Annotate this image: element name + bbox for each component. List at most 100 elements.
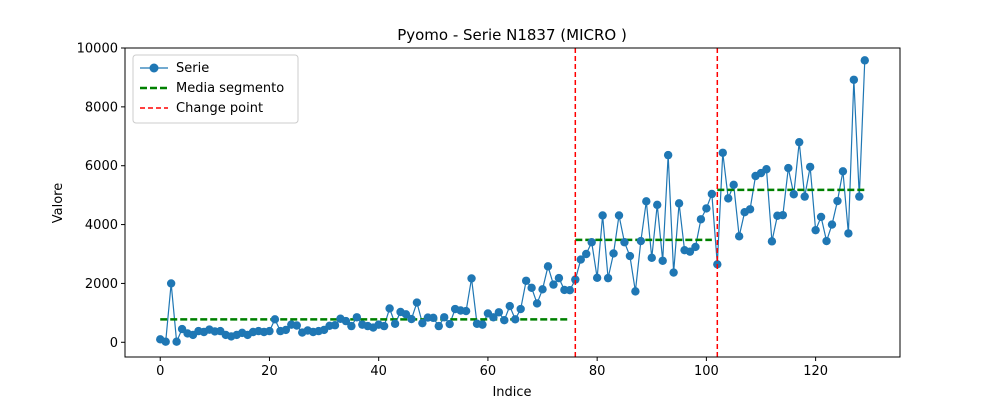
data-point [631, 287, 640, 296]
data-point [734, 232, 744, 241]
data-point [691, 242, 700, 252]
data-point [527, 283, 536, 293]
y-tick-label: 10000 [77, 42, 118, 57]
chart-title: Pyomo - Serie N1837 (MICRO ) [397, 26, 627, 44]
data-point [729, 180, 738, 190]
data-point [762, 165, 771, 174]
data-point [592, 273, 602, 283]
data-point [440, 313, 449, 322]
data-point [685, 247, 695, 256]
y-tick-label: 2000 [85, 277, 118, 292]
data-point [172, 337, 181, 346]
legend-series-marker [149, 63, 159, 73]
data-point [838, 167, 848, 176]
data-point [538, 285, 547, 294]
data-point [379, 321, 389, 331]
legend-label-segment: Media segmento [176, 81, 284, 96]
data-point [745, 205, 755, 214]
data-point [330, 321, 340, 330]
data-point [636, 236, 646, 246]
data-point [707, 189, 717, 199]
data-point [265, 326, 274, 336]
y-axis: 0 2000 4000 6000 8000 10000 [77, 42, 125, 351]
data-point [767, 237, 777, 246]
data-point [161, 337, 170, 346]
x-tick-label: 60 [480, 364, 497, 379]
data-point [587, 238, 596, 247]
data-point [598, 211, 607, 220]
data-point [603, 273, 613, 283]
data-point [418, 318, 427, 328]
data-point [494, 308, 504, 317]
data-point [582, 249, 591, 259]
data-point [789, 190, 798, 199]
x-tick-label: 80 [589, 364, 606, 379]
x-tick-label: 40 [370, 364, 387, 379]
data-point [620, 238, 629, 247]
data-point [855, 192, 864, 201]
data-point [554, 273, 564, 283]
data-point [505, 301, 514, 311]
data-point [407, 314, 416, 324]
data-point [849, 75, 859, 84]
data-point [811, 225, 820, 235]
data-point [516, 304, 525, 314]
data-point [669, 268, 678, 277]
data-point [800, 192, 809, 201]
data-point [412, 298, 422, 307]
y-tick-label: 0 [110, 336, 118, 351]
data-point [478, 320, 487, 329]
data-point [347, 321, 356, 331]
x-tick-label: 20 [261, 364, 278, 379]
data-point [467, 274, 476, 283]
legend-label-change-point: Change point [176, 101, 263, 116]
data-point [292, 321, 301, 330]
data-point [500, 316, 509, 325]
data-point [543, 262, 553, 271]
data-point [795, 137, 804, 147]
data-point [778, 210, 788, 220]
data-point [549, 280, 558, 289]
data-point [521, 276, 531, 285]
data-point [702, 204, 711, 213]
data-point [805, 162, 815, 172]
data-point [571, 275, 580, 284]
legend-box [132, 54, 299, 124]
x-tick-label: 120 [803, 364, 828, 379]
data-point [166, 279, 176, 288]
data-point [663, 150, 673, 160]
data-point [390, 319, 400, 328]
data-point [270, 315, 280, 324]
data-point [434, 321, 443, 331]
x-axis: 0 20 40 60 80 100 120 [156, 357, 828, 379]
plot-area [156, 48, 869, 357]
data-point [532, 299, 542, 308]
data-point [341, 316, 351, 326]
data-point [511, 315, 520, 324]
x-tick-label: 0 [156, 364, 164, 379]
data-point [614, 211, 624, 220]
y-tick-label: 6000 [85, 159, 118, 174]
data-point [844, 229, 853, 238]
data-point [489, 313, 498, 322]
legend-label-series: Serie [176, 61, 209, 76]
data-point [352, 313, 362, 322]
data-point [461, 306, 471, 316]
data-point [827, 220, 837, 229]
data-point [674, 199, 684, 208]
x-axis-label: Indice [492, 385, 531, 400]
data-point [429, 313, 438, 323]
data-point [784, 163, 793, 173]
data-point [696, 215, 706, 224]
data-point [642, 197, 651, 206]
data-point [385, 304, 394, 313]
legend: Serie Media segmento Change point [132, 54, 299, 124]
data-point [822, 236, 831, 246]
y-tick-label: 4000 [85, 218, 118, 233]
x-tick-label: 100 [694, 364, 719, 379]
data-point [565, 286, 575, 295]
data-point [724, 194, 733, 203]
data-point [647, 253, 656, 263]
data-point [576, 255, 585, 264]
